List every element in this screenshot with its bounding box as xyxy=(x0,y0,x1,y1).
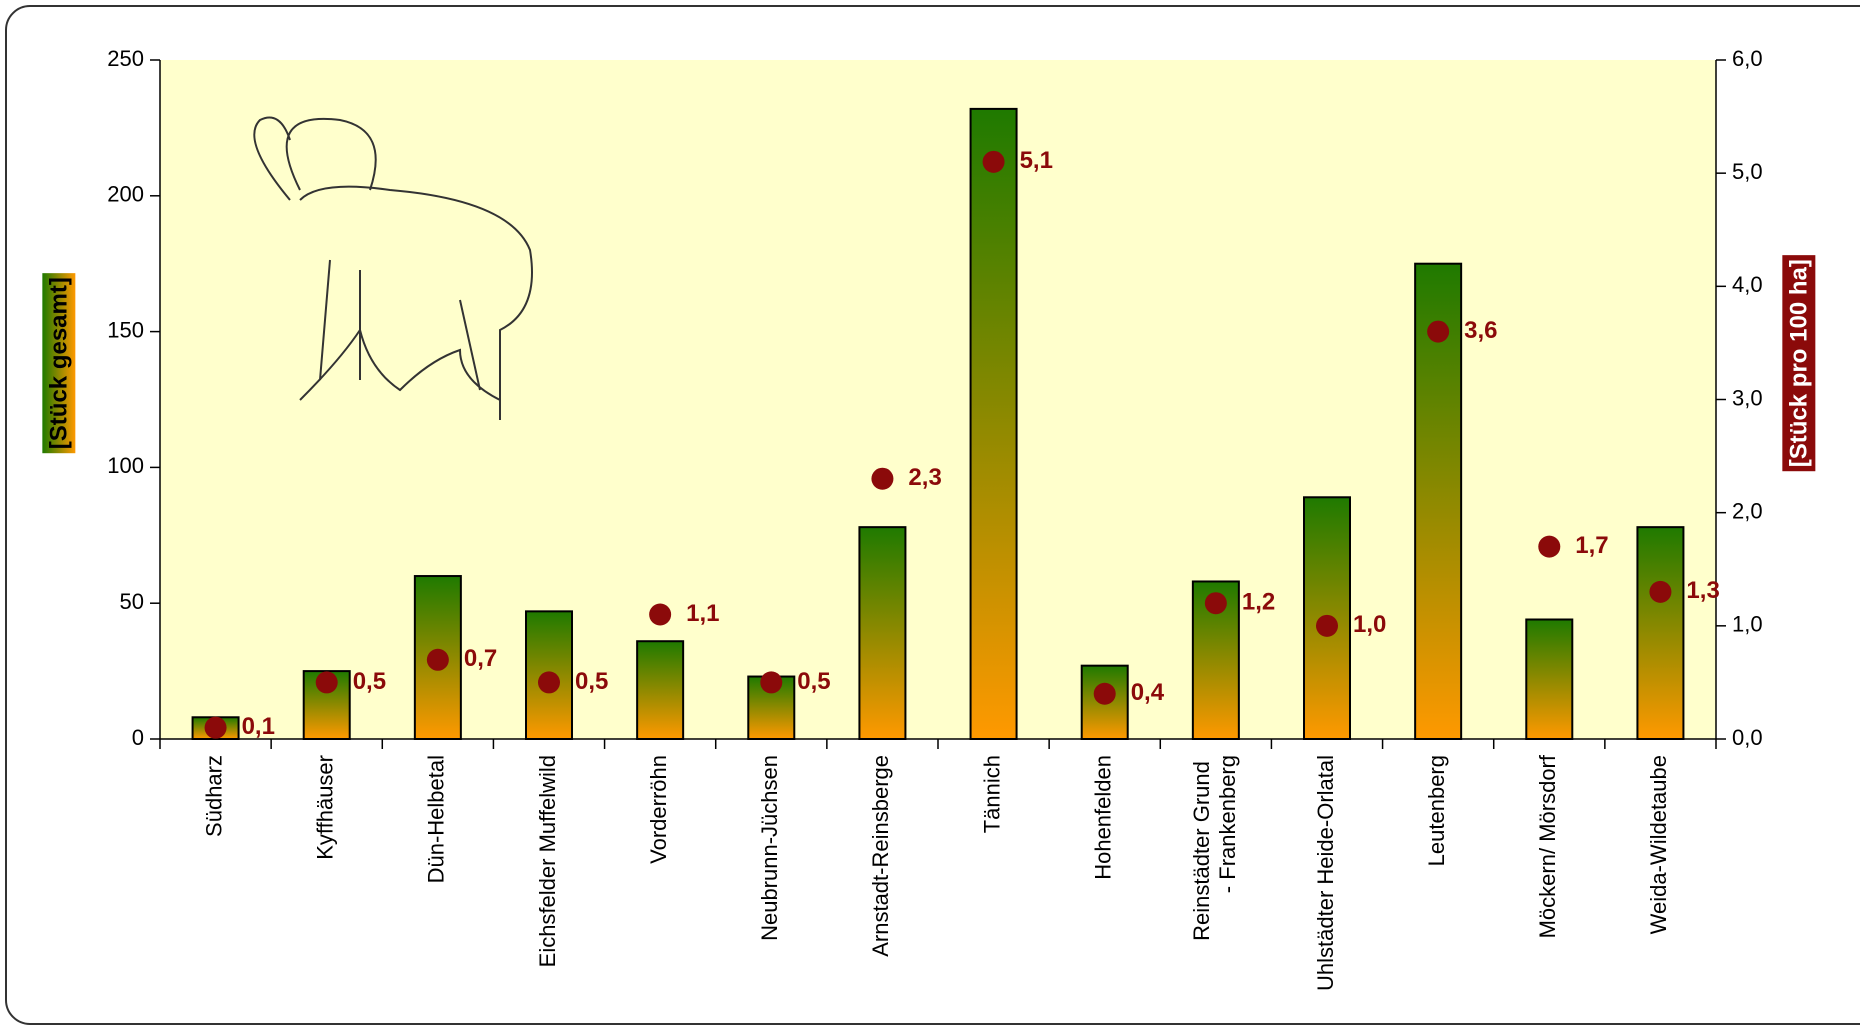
y2-tick-label: 3,0 xyxy=(1732,385,1763,410)
y-tick-label: 150 xyxy=(107,317,144,342)
y2-axis-title-text: [Stück pro 100 ha] xyxy=(1785,259,1812,467)
x-tick-label: Eichsfelder Muffelwild xyxy=(535,755,560,967)
x-tick-label: Hohenfelden xyxy=(1091,755,1116,880)
y-tick-label: 100 xyxy=(107,453,144,478)
dot xyxy=(1204,592,1227,615)
dot xyxy=(982,150,1005,173)
x-tick-label-group: Leutenberg xyxy=(1424,755,1449,866)
x-tick-label-group: Dün-Helbetal xyxy=(424,755,449,883)
data-label: 1,2 xyxy=(1242,589,1275,616)
x-tick-label-group: Möckern/ Mörsdorf xyxy=(1535,754,1560,938)
bar xyxy=(1525,618,1574,740)
y-axis-title-text: [Stück gesamt] xyxy=(45,277,72,449)
data-label: 1,1 xyxy=(686,600,719,627)
x-tick-label: Tännich xyxy=(979,755,1004,833)
data-label: 3,6 xyxy=(1464,317,1497,344)
x-tick-label-group: Uhlstädter Heide-Orlatal xyxy=(1313,755,1338,991)
y-tick-label: 0 xyxy=(132,725,144,750)
ram-illustration xyxy=(253,116,533,420)
dot xyxy=(315,671,338,694)
dot xyxy=(426,648,449,671)
y2-tick-label: 0,0 xyxy=(1732,725,1763,750)
bar xyxy=(858,526,907,740)
x-tick-label-group: Südharz xyxy=(201,755,226,837)
x-tick-label-group: Hohenfelden xyxy=(1091,755,1116,880)
bar xyxy=(1636,526,1685,740)
dot xyxy=(538,671,560,694)
dot xyxy=(1538,535,1561,558)
x-tick-label: Arnstadt-Reinsberge xyxy=(868,755,893,957)
x-tick-label-group: Arnstadt-Reinsberge xyxy=(868,755,893,957)
x-tick-label-group: Neubrunn-Jüchsen xyxy=(757,755,782,941)
data-label: 1,3 xyxy=(1686,577,1719,604)
y-tick-label: 200 xyxy=(107,182,144,207)
y-tick-label: 250 xyxy=(107,46,144,71)
bar xyxy=(636,640,685,740)
data-label: 0,7 xyxy=(464,645,497,672)
data-label: 0,5 xyxy=(575,668,608,695)
data-label: 2,3 xyxy=(908,464,941,491)
x-tick-label: Dün-Helbetal xyxy=(424,755,449,883)
x-tick-label-group: Kyffhäuser xyxy=(313,755,338,860)
y-tick-label: 50 xyxy=(120,589,144,614)
data-label: 0,4 xyxy=(1131,679,1165,706)
x-tick-label: Vorderröhn xyxy=(646,755,671,864)
plot-area xyxy=(160,60,1716,739)
y2-tick-label: 2,0 xyxy=(1732,498,1763,523)
x-tick-label: Möckern/ Mörsdorf xyxy=(1535,754,1560,938)
y2-tick-label: 4,0 xyxy=(1732,272,1763,297)
data-label: 5,1 xyxy=(1020,147,1053,174)
data-label: 0,5 xyxy=(797,668,830,695)
dot xyxy=(649,603,672,626)
x-tick-label: Reinstädter Grund - Frankenberg xyxy=(1189,755,1240,941)
y2-tick-label: 5,0 xyxy=(1732,159,1763,184)
dot xyxy=(871,467,894,490)
axis-title-bg xyxy=(42,273,76,454)
x-tick-label: Südharz xyxy=(201,755,226,837)
dot xyxy=(1316,614,1338,637)
axis-title-bg xyxy=(1782,255,1816,472)
x-tick-label-group: Weida-Wildetaube xyxy=(1646,755,1671,934)
data-label: 1,0 xyxy=(1353,611,1386,638)
x-tick-label-group: Tännich xyxy=(979,755,1004,833)
bar xyxy=(969,107,1018,740)
data-label: 0,5 xyxy=(353,668,386,695)
x-tick-label: Neubrunn-Jüchsen xyxy=(757,755,782,941)
y2-tick-label: 6,0 xyxy=(1732,46,1763,71)
x-tick-label-group: Vorderröhn xyxy=(646,755,671,864)
dot xyxy=(1427,320,1450,343)
y-axis-title: [Stück gesamt] xyxy=(42,273,76,454)
dot xyxy=(760,671,783,694)
dot xyxy=(1649,580,1672,603)
y2-tick-label: 1,0 xyxy=(1732,612,1763,637)
dot xyxy=(204,716,227,739)
x-tick-label: Kyffhäuser xyxy=(313,755,338,860)
y2-axis-title: [Stück pro 100 ha] xyxy=(1782,255,1816,472)
dot xyxy=(1093,682,1116,705)
x-tick-label: Leutenberg xyxy=(1424,755,1449,866)
data-label: 0,1 xyxy=(242,713,275,740)
x-tick-label: Uhlstädter Heide-Orlatal xyxy=(1313,755,1338,991)
data-label: 1,7 xyxy=(1575,532,1608,559)
bar xyxy=(1414,262,1463,740)
x-tick-label: Weida-Wildetaube xyxy=(1646,755,1671,934)
x-tick-label-group: Eichsfelder Muffelwild xyxy=(535,755,560,967)
x-tick-label-group: Reinstädter Grund - Frankenberg xyxy=(1189,755,1240,941)
